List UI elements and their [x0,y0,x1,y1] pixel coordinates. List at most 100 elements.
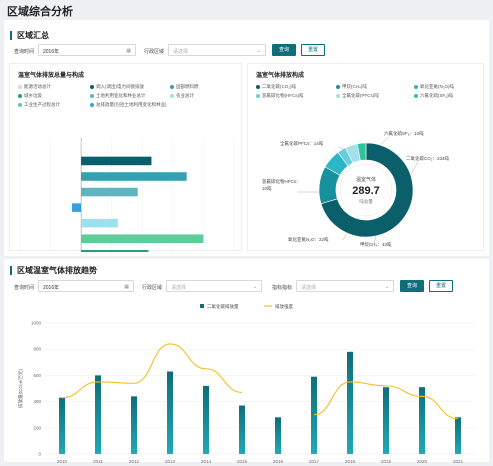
donut-slice [356,142,367,161]
callout-label: 全氟化碳PFCs：14吨 [280,140,324,147]
bar-legend-item[interactable]: 土地利用变化和林业总计 [90,93,146,99]
query-time-input[interactable]: 2016年 ▦ [38,44,136,56]
bar-legend-item[interactable]: 城乡垃圾 [18,93,42,99]
legend-label: 总排放量(包括土地利用变化和林业) [96,102,167,107]
trend-bar [131,396,137,454]
legend-label: 能源活动总计 [24,84,51,89]
trend-legend-label: 排放强度 [275,303,293,310]
legend-dot-icon [90,84,94,89]
pie-legend-item[interactable]: 氢氟碳化物(HFCs)吨 [256,93,304,99]
legend-dot-icon [256,84,260,89]
donut-center-unit: 吨总量 [359,198,373,205]
trend-bar [419,387,425,454]
horizontal-bar-chart: -200-1000100200300400500温室气体(吨当量) [19,138,235,252]
legend-dot-icon [170,93,174,98]
legend-label: 氧化亚氮(N₂O)吨 [420,84,454,89]
legend-label: 土地利用变化和林业总计 [96,93,146,98]
chevron-down-icon: ⌄ [256,48,261,54]
region-summary-panel: 区域汇总 查询时间 2016年 ▦ 行政区域 请选择 ⌄ 查询 重置 温室气体排… [4,20,489,256]
pie-legend-item[interactable]: 二氧化碳(CO₂)吨 [256,84,296,90]
legend-dot-icon [414,84,418,89]
donut-slice [320,142,414,238]
trend-bar [347,351,353,454]
trend-query-button[interactable]: 查询 [400,280,424,292]
chevron-down-icon: ⌄ [384,284,389,290]
bar-mark [81,187,138,197]
legend-label: 氢氟碳化物(HFCs)吨 [262,93,304,98]
legend-label: 甲烷(CH₄)吨 [342,84,367,89]
section-title-trend: 区域温室气体排放趋势 [10,266,97,275]
bar-legend-item[interactable]: 总排放量(包括土地利用变化和林业) [90,102,167,108]
bar-card-title: 温室气体排放总量与构成 [18,73,85,79]
pie-legend-item[interactable]: 六氟化硫(SF₆)吨 [414,93,453,99]
callout-leader [373,235,377,245]
pie-legend-item[interactable]: 氧化亚氮(N₂O)吨 [414,84,454,90]
legend-label: 固部燃料燃 [176,84,199,89]
trend-area-select[interactable]: 请选择 ⌄ [166,280,262,292]
area-select[interactable]: 请选择 ⌄ [168,44,266,56]
legend-dot-icon [18,84,22,89]
legend-dot-icon [170,84,174,89]
callout-leader [342,231,349,241]
legend-dot-icon [90,93,94,98]
legend-label: 六氟化硫(SF₆)吨 [420,93,454,98]
trend-time-label: 查询时间 [14,285,35,291]
pie-card-title: 温室气体排放构成 [256,73,305,79]
emission-trend-panel: 区域温室气体排放趋势 查询时间 2016年 ▦ 行政区域 请选择 ⌄ 指标指标 … [4,259,489,464]
index-select[interactable]: 请选择 ⌄ [296,280,394,292]
bar-mark [81,172,187,181]
bar-legend-item[interactable]: 调入(调出)电力间接排放 [90,84,144,90]
emission-total-card: 温室气体排放总量与构成 能源活动总计 调入(调出)电力间接排放 固部燃料燃城乡垃圾 土… [9,63,242,252]
callout-leader [337,146,347,151]
y-tick-label: 800 [33,347,41,352]
trend-bar [455,417,461,454]
legend-label: 二氧化碳(CO₂)吨 [262,84,296,89]
bar-legend-item[interactable]: 农业总计 [170,93,194,99]
legend-label: 城乡垃圾 [24,93,42,98]
callout-label: 氢氟碳化物HFCs： [262,178,301,185]
trend-bar [275,417,281,454]
legend-label: 工业生产过程总计 [24,102,60,107]
donut-center [339,163,393,217]
y-tick-label: 600 [33,373,41,378]
trend-bar [239,405,245,454]
trend-reset-button[interactable]: 重置 [429,280,453,292]
bar-mark [81,218,118,228]
reset-button[interactable]: 重置 [301,44,325,56]
trend-time-value: 2016年 [43,285,60,291]
query-button[interactable]: 查询 [272,44,296,56]
bar-mark [81,156,152,166]
query-time-value: 2016年 [43,49,60,55]
pie-legend-item[interactable]: 全氟化碳(PFCs)吨 [336,93,379,99]
trend-area-label: 行政区域 [142,285,163,291]
legend-dot-icon [336,93,340,98]
trend-bar [311,376,317,454]
callout-leader [410,161,419,175]
bar-mark [81,250,149,252]
bar-legend-item[interactable]: 能源活动总计 [18,84,51,90]
bar-legend-item[interactable]: 固部燃料燃 [170,84,199,90]
calendar-icon: ▦ [126,48,131,54]
callout-label: 六氟化硫SF₆：10吨 [384,130,424,137]
callout-label: 甲烷CH₄：43吨 [360,241,392,248]
intensity-line [313,381,459,420]
pie-legend-item[interactable]: 甲烷(CH₄)吨 [336,84,367,90]
callout-leader [380,136,390,145]
query-time-label: 查询时间 [14,49,35,55]
area-label: 行政区域 [144,49,165,55]
callout-label: 10吨 [262,185,272,191]
trend-time-input[interactable]: 2016年 ▦ [38,280,134,292]
legend-dot-icon [256,93,260,98]
callout-label: 二氧化碳CO₂：234吨 [406,155,450,162]
callout-label: 氧化亚氮N₂O：22吨 [288,236,329,243]
trend-bar [167,371,173,454]
legend-label: 调入(调出)电力间接排放 [96,84,144,89]
area-placeholder: 请选择 [173,49,189,55]
legend-dot-icon [18,93,22,98]
y-tick-label: 200 [33,425,41,430]
y-axis-label: 排放量(tCO₂e/万元) [17,369,24,408]
bar-mark [81,141,82,150]
bar-legend-item[interactable]: 工业生产过程总计 [18,102,60,108]
bar-mark [71,203,82,212]
